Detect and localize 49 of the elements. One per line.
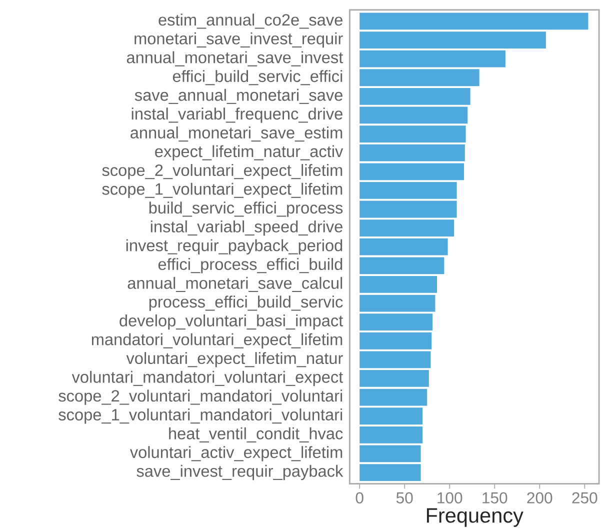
bar	[360, 464, 421, 481]
bar	[360, 200, 457, 218]
y-tick-label: heat_ventil_condit_hvac	[169, 427, 343, 442]
x-tick-label: 250	[572, 492, 598, 504]
y-tick-label: instal_variabl_speed_drive	[150, 220, 342, 236]
bar	[360, 31, 546, 48]
y-tick-label: expect_lifetim_natur_activ	[155, 145, 344, 160]
bar	[360, 106, 468, 124]
bar	[360, 445, 421, 462]
bar	[360, 407, 423, 424]
y-tick-label: save_annual_monetari_save	[134, 88, 342, 104]
bar	[360, 388, 428, 406]
y-tick-label: annual_monetari_save_calcul	[128, 276, 342, 292]
x-tick-label: 150	[482, 492, 508, 504]
y-tick-label: effici_process_effici_build	[158, 258, 342, 274]
y-tick-label: save_invest_requir_payback	[136, 464, 344, 480]
y-tick-label: scope_1_voluntari_mandatori_voluntari	[58, 408, 342, 424]
y-tick-label: voluntari_activ_expect_lifetim	[130, 446, 342, 462]
bar	[360, 276, 438, 293]
x-tick-label: 50	[396, 492, 413, 504]
bar	[360, 370, 429, 387]
bar	[360, 125, 466, 142]
x-tick-label: 100	[438, 492, 462, 504]
y-tick-label: scope_2_voluntari_mandatori_voluntari	[58, 389, 342, 405]
y-tick-label: build_servic_effici_process	[149, 201, 343, 217]
y-tick-label: instal_variabl_frequenc_drive	[132, 107, 342, 123]
y-tick-label: annual_monetari_save_invest	[126, 51, 344, 66]
bar	[360, 88, 470, 105]
y-tick-label: scope_2_voluntari_expect_lifetim	[102, 164, 342, 180]
bar	[360, 219, 454, 236]
y-tick-label: monetari_save_invest_requir	[134, 32, 343, 48]
y-tick-label: process_effici_build_servic	[149, 295, 343, 311]
y-tick-label: annual_monetari_save_estim	[130, 126, 342, 142]
y-tick-label: voluntari_expect_lifetim_natur	[126, 352, 343, 368]
y-tick-label: effici_build_servic_effici	[172, 70, 342, 85]
bar	[360, 294, 436, 312]
x-tick-label: 0	[356, 492, 364, 504]
bar	[360, 313, 433, 330]
bar	[360, 182, 457, 199]
y-tick-label: mandatori_voluntari_expect_lifetim	[92, 333, 342, 348]
x-axis-title: Frequency	[426, 508, 524, 527]
bar	[360, 12, 588, 30]
y-tick-label: scope_1_voluntari_expect_lifetim	[102, 182, 342, 198]
y-tick-label: voluntari_mandatori_voluntari_expect	[72, 370, 344, 386]
y-tick-label: estim_annual_co2e_save	[158, 13, 342, 29]
bar	[360, 426, 423, 444]
y-tick-label: develop_voluntari_basi_impact	[120, 314, 344, 330]
y-tick-label: invest_requir_payback_period	[126, 239, 342, 254]
x-tick-label: 200	[527, 492, 552, 504]
